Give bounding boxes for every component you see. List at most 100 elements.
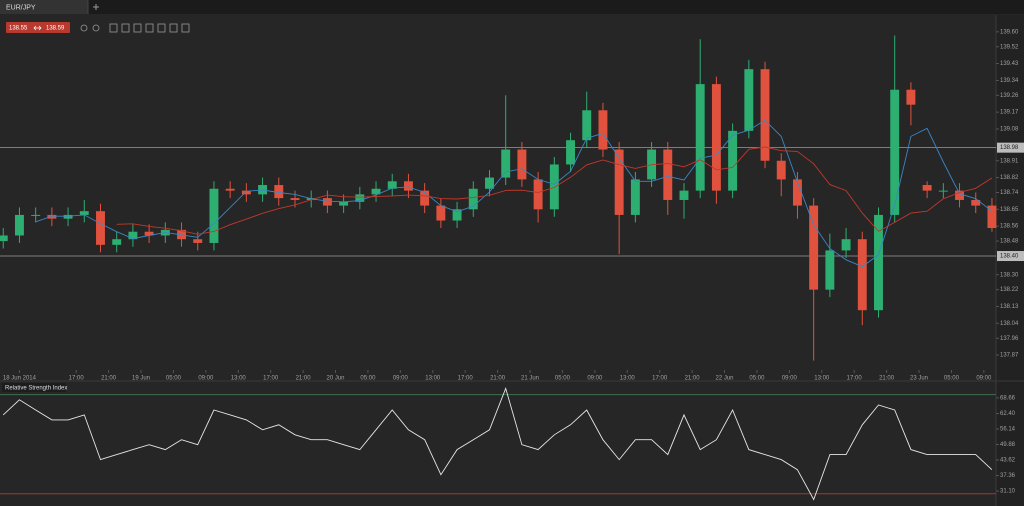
candle-body (663, 149, 673, 200)
candle-body (906, 89, 916, 105)
chart-type-button[interactable] (121, 23, 130, 33)
spread-icon (33, 25, 42, 31)
candle-body (339, 201, 349, 206)
settings-button[interactable] (169, 23, 178, 33)
y-tick-label: 138.13 (1000, 304, 1019, 310)
candle-body (874, 214, 883, 311)
candle-body (792, 179, 802, 206)
add-tab-button[interactable] (93, 4, 99, 10)
candle-body (857, 239, 867, 311)
y-tick-label: 137.96 (1000, 336, 1019, 342)
candle-body (322, 198, 332, 206)
x-tick-label: 17:00 (847, 376, 863, 382)
y-tick-label: 138.65 (1000, 207, 1019, 213)
x-tick-label: 21:00 (685, 376, 701, 382)
y-tick-label: 139.26 (1000, 93, 1019, 99)
candle-body (598, 110, 608, 150)
rsi-line (2, 386, 993, 501)
candle-body (31, 214, 41, 216)
candle-body (614, 149, 624, 215)
candle-body (274, 185, 284, 199)
candle-body (355, 194, 365, 202)
rsi-y-tick-label: 43.62 (1000, 458, 1016, 464)
x-tick-label: 22 Jun (716, 376, 734, 382)
candle-body (0, 235, 8, 242)
candle-body (776, 160, 786, 180)
symbol-tab-label: EUR/JPY (6, 4, 36, 11)
candle-body (695, 84, 705, 191)
x-tick-label: 05:00 (944, 376, 960, 382)
y-tick-label: 137.87 (1000, 353, 1019, 359)
y-tick-label: 138.91 (1000, 158, 1019, 164)
x-tick-label: 21:00 (490, 376, 506, 382)
candle-body (533, 179, 543, 210)
rsi-y-tick-label: 68.66 (1000, 395, 1016, 401)
moving-average (116, 146, 993, 235)
timeframe-button[interactable] (109, 23, 118, 33)
x-tick-label: 21:00 (296, 376, 312, 382)
template-button[interactable] (157, 23, 166, 33)
x-tick-label: 05:00 (360, 376, 376, 382)
candle-body (922, 185, 932, 191)
candle-body (14, 214, 24, 236)
x-tick-label: 09:00 (393, 376, 409, 382)
zoom-in-button[interactable] (80, 24, 88, 32)
candle-body (809, 205, 819, 290)
candle-body (582, 110, 592, 141)
x-tick-label: 18 Jun 2014 (3, 376, 37, 382)
x-tick-label: 17:00 (458, 376, 474, 382)
candle-body (728, 130, 738, 191)
y-tick-label: 139.43 (1000, 61, 1019, 67)
candle-body (955, 190, 964, 200)
x-tick-label: 20 Jun (327, 376, 345, 382)
candle-body (96, 211, 105, 245)
x-tick-label: 05:00 (555, 376, 571, 382)
candle-body (841, 239, 851, 251)
x-tick-label: 09:00 (976, 376, 992, 382)
rsi-y-tick-label: 62.40 (1000, 411, 1016, 417)
y-tick-label: 138.82 (1000, 175, 1019, 181)
level-badge (997, 142, 1024, 153)
candle-body (436, 205, 446, 221)
zoom-out-button[interactable] (92, 24, 100, 32)
x-tick-label: 21 Jun (521, 376, 539, 382)
y-tick-label: 139.34 (1000, 78, 1019, 84)
symbol-tab[interactable] (0, 0, 88, 14)
candle-body (241, 190, 251, 195)
moving-average (35, 119, 993, 268)
rsi-y-tick-label: 49.88 (1000, 442, 1016, 448)
ask-price: 138.59 (46, 26, 65, 32)
candle-body (112, 239, 122, 245)
candle-body (566, 140, 575, 165)
candle-body (501, 149, 511, 178)
x-tick-label: 19 Jun (132, 376, 150, 382)
y-tick-label: 139.08 (1000, 127, 1019, 133)
candle-body (290, 198, 300, 200)
candle-body (679, 190, 689, 200)
x-tick-label: 09:00 (198, 376, 214, 382)
indicators-button[interactable] (133, 23, 142, 33)
candle-body (468, 188, 478, 210)
level-label: 138.98 (1000, 145, 1019, 151)
bid-price: 138.55 (9, 26, 28, 32)
candle-body (371, 188, 381, 195)
candle-body (630, 179, 640, 215)
edit-button[interactable] (181, 23, 190, 33)
candle-body (47, 214, 57, 219)
draw-button[interactable] (145, 23, 154, 33)
x-tick-label: 13:00 (425, 376, 441, 382)
x-tick-label: 13:00 (231, 376, 247, 382)
candle-body (144, 231, 154, 236)
candle-body (128, 231, 138, 240)
y-tick-label: 138.30 (1000, 272, 1019, 278)
indicator-title: Relative Strength Index (5, 386, 67, 392)
x-tick-label: 09:00 (782, 376, 798, 382)
candle-body (711, 84, 721, 191)
rsi-y-tick-label: 37.36 (1000, 473, 1016, 479)
tab-bar (0, 0, 1024, 14)
x-tick-label: 17:00 (652, 376, 668, 382)
x-tick-label: 17:00 (69, 376, 85, 382)
rsi-y-tick-label: 56.14 (1000, 427, 1016, 433)
x-tick-label: 17:00 (263, 376, 279, 382)
